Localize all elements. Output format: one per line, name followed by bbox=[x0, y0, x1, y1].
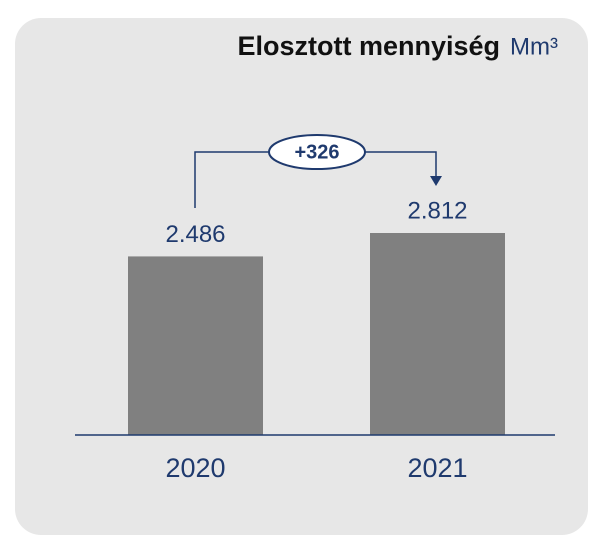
unit-label: Mm³ bbox=[510, 33, 558, 60]
bar bbox=[370, 233, 505, 435]
value-label: 2.812 bbox=[407, 197, 467, 224]
bar bbox=[128, 256, 263, 435]
annotation-badge bbox=[268, 134, 366, 170]
arrow-head bbox=[430, 176, 442, 186]
value-label: 2.486 bbox=[165, 221, 225, 248]
x-tick-label: 2020 bbox=[165, 453, 225, 483]
x-tick-label: 2021 bbox=[407, 453, 467, 483]
annotation: +326 bbox=[294, 141, 339, 163]
chart-title: Elosztott mennyiség bbox=[237, 31, 500, 61]
